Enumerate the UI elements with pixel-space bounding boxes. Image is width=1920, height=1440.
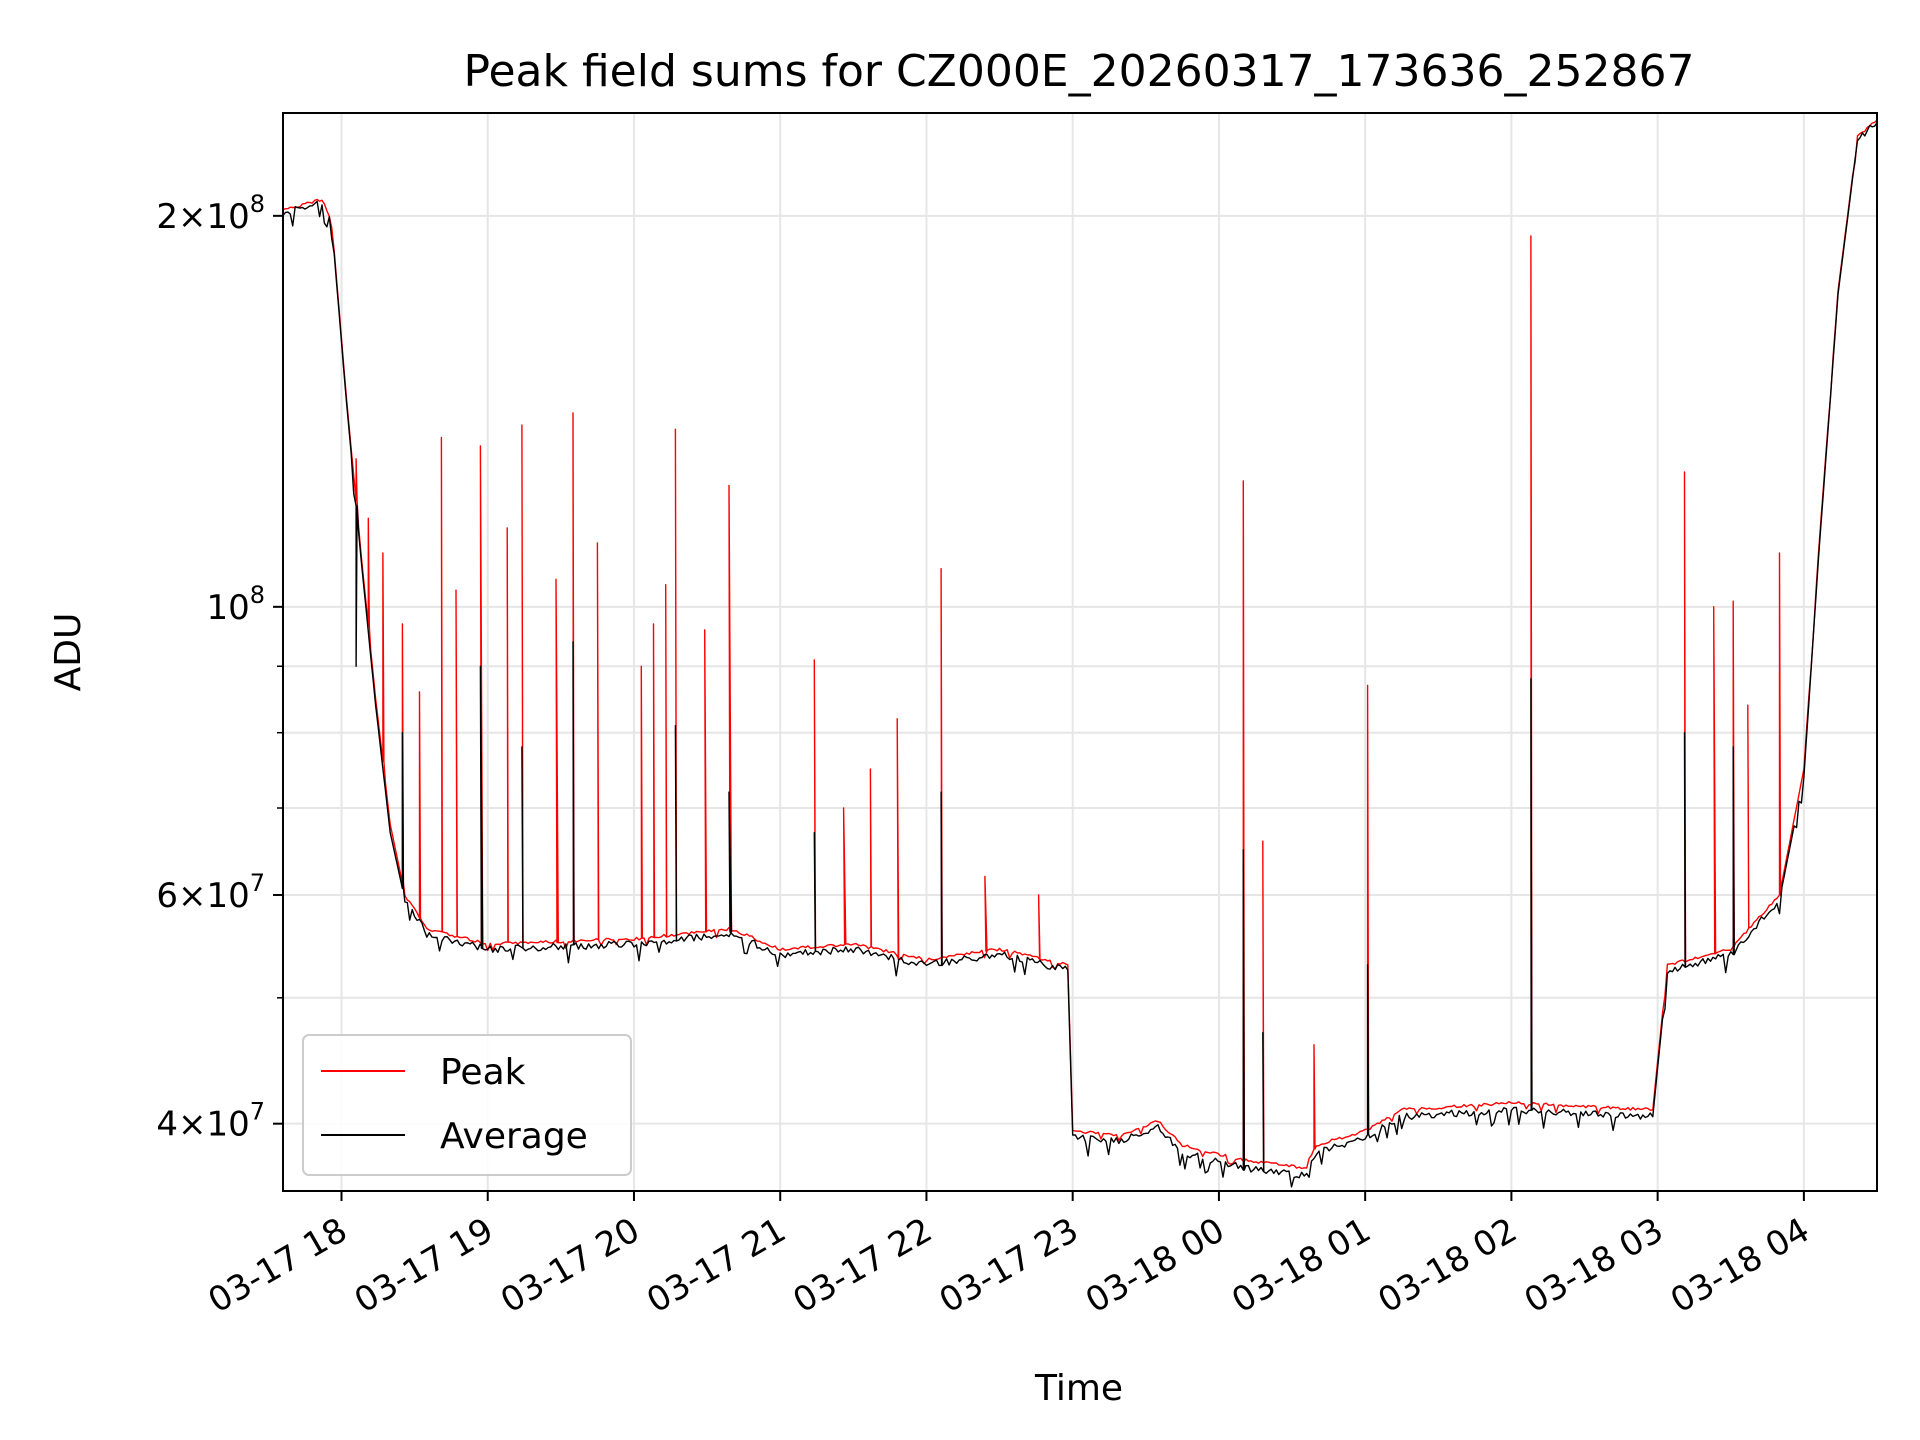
y-axis-label: ADU bbox=[48, 613, 89, 692]
y-tick-exponent: 8 bbox=[250, 581, 265, 609]
y-tick-base: 2×10 bbox=[156, 197, 249, 237]
y-tick-exponent: 8 bbox=[250, 190, 265, 218]
legend: Peak Average bbox=[302, 1034, 632, 1176]
grid bbox=[283, 113, 1877, 1191]
series-line-average bbox=[282, 122, 1878, 1188]
x-axis-label: Time bbox=[1034, 1368, 1123, 1409]
legend-label-average: Average bbox=[440, 1116, 588, 1157]
y-tick-exponent: 7 bbox=[250, 1098, 265, 1126]
plot-frame bbox=[282, 112, 1878, 1192]
y-tick-label: 4×107 bbox=[156, 1098, 265, 1145]
y-tick-base: 4×10 bbox=[156, 1105, 249, 1145]
chart-title: Peak field sums for CZ000E_20260317_1736… bbox=[464, 46, 1695, 97]
y-tick-label: 2×108 bbox=[156, 190, 265, 237]
y-tick-base: 6×10 bbox=[156, 876, 249, 916]
y-tick-label: 108 bbox=[206, 581, 265, 628]
y-tick-base: 10 bbox=[206, 588, 249, 628]
series-line-peak bbox=[282, 119, 1878, 1170]
y-tick-exponent: 7 bbox=[250, 869, 265, 897]
y-tick-label: 6×107 bbox=[156, 869, 265, 916]
legend-label-peak: Peak bbox=[440, 1052, 526, 1093]
series-layer bbox=[282, 119, 1878, 1188]
